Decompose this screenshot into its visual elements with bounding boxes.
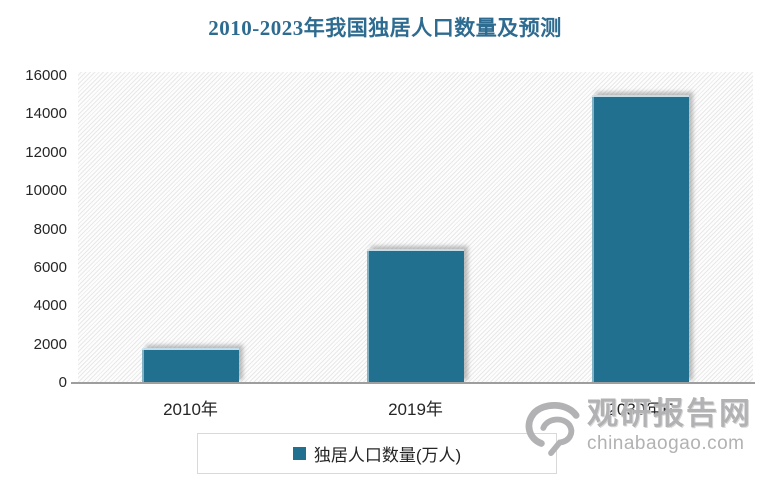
- x-tick-label: 2030年E: [607, 400, 674, 419]
- y-tick-label: 4000: [33, 297, 67, 315]
- chart-title: 2010-2023年我国独居人口数量及预测: [208, 16, 562, 40]
- y-tick-label: 14000: [25, 105, 67, 123]
- bar-2030年E: [592, 95, 689, 383]
- legend-swatch: [292, 447, 306, 460]
- watermark-site-url: chinabaogao.com: [587, 433, 745, 454]
- legend-label: 独居人口数量(万人): [313, 446, 462, 465]
- plot-area: [78, 72, 753, 383]
- y-tick-label: 8000: [33, 220, 67, 238]
- y-tick-label: 10000: [25, 182, 67, 200]
- y-tick-label: 16000: [25, 67, 67, 84]
- bar-2019年: [367, 248, 464, 383]
- y-tick-label: 6000: [33, 258, 67, 276]
- x-axis-line: [71, 382, 755, 384]
- y-tick-label: 12000: [25, 143, 67, 161]
- y-tick-label: 0: [58, 374, 67, 391]
- bar-2010年: [142, 348, 239, 383]
- legend: 独居人口数量(万人): [197, 433, 557, 474]
- x-tick-label: 2019年: [388, 400, 443, 419]
- y-tick-label: 2000: [33, 335, 67, 353]
- x-tick-label: 2010年: [163, 400, 218, 419]
